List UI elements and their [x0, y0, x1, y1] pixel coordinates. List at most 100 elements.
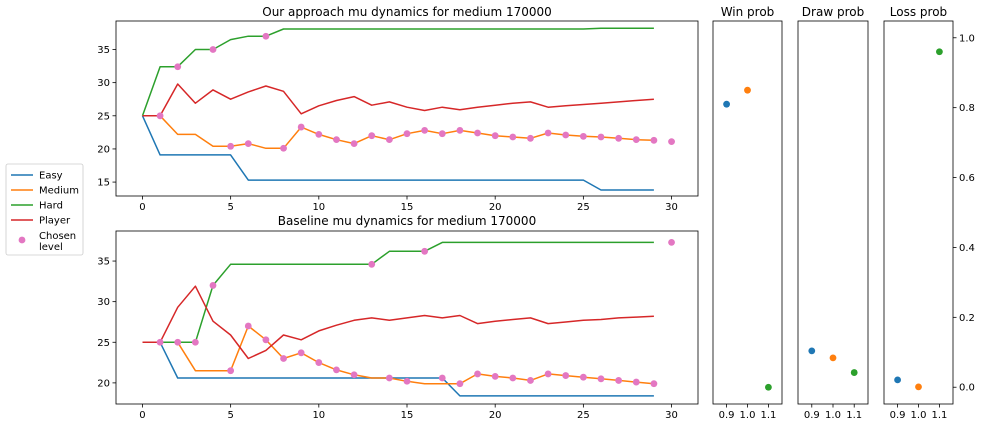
win-prob-chart: Win prob 0.9 1.0 1.1 [712, 5, 783, 421]
y-tick-label: 25 [97, 338, 110, 349]
player-series-line [142, 83, 654, 117]
x-tick-label: 20 [489, 202, 502, 213]
hard-prob-point [850, 369, 858, 376]
bottom-line-chart: Baseline mu dynamics for medium 170000 0… [97, 214, 699, 421]
chosen-level-point [421, 126, 429, 134]
chosen-level-point [562, 372, 570, 379]
chosen-level-point [615, 134, 623, 142]
top-line-chart: Our approach mu dynamics for medium 1700… [97, 5, 699, 213]
x-tick-label: 25 [577, 202, 590, 213]
y-tick-label: 0.4 [959, 243, 975, 254]
chosen-level-point [544, 370, 552, 378]
x-tick-label: 0.9 [804, 410, 820, 421]
chosen-level-point [632, 136, 640, 144]
chosen-level-point [315, 130, 323, 138]
hard-legend-label: Hard [39, 201, 63, 212]
chosen-level-point [438, 130, 446, 138]
chosen-level-point [385, 374, 393, 382]
chosen-level-point [579, 373, 587, 381]
y-tick-label: 20 [97, 144, 110, 155]
chosen-level-point [527, 134, 534, 142]
chosen-level-point [456, 380, 464, 388]
x-tick-label: 30 [665, 202, 678, 213]
x-tick-label: 1.0 [825, 410, 841, 421]
chosen-level-point [509, 374, 517, 382]
x-tick-label: 20 [489, 410, 502, 421]
x-tick-label: 10 [312, 410, 325, 421]
x-tick-label: 5 [227, 202, 233, 213]
y-tick-label: 0.6 [959, 173, 975, 184]
chosen-level-point [297, 123, 305, 131]
y-tick-label: 30 [97, 78, 110, 89]
easy-series-line [142, 341, 654, 397]
chosen-level-point [209, 46, 217, 53]
chosen-level-point [280, 144, 287, 152]
chosen-level-point [632, 378, 640, 386]
chosen-level-point [668, 138, 675, 146]
x-tick-label: 0 [139, 410, 145, 421]
chosen-level-point [174, 63, 182, 71]
chosen-level-point [156, 112, 164, 120]
y-tick-label: 35 [97, 257, 110, 268]
chosen-level-point [438, 374, 446, 382]
hard-prob-point [936, 48, 943, 56]
easy-prob-point [894, 376, 901, 384]
loss-prob-chart: Loss prob 0.9 1.0 1.1 0.0 0.2 0.4 0.6 0.8 1.0 [883, 5, 975, 421]
chosen-level-point [579, 132, 587, 140]
easy-series-line [141, 115, 654, 191]
chosen-level-point [333, 136, 340, 144]
easy-legend-label: Easy [39, 171, 63, 182]
chosen-level-point [262, 32, 270, 40]
plot-frame [712, 20, 783, 405]
medium-prob-point [744, 86, 751, 94]
loss-prob-title: Loss prob [890, 5, 947, 19]
chosen-level-point [527, 377, 534, 384]
chosen-level-point [244, 140, 252, 148]
plot-frame [883, 20, 954, 405]
chosen-level-point [491, 132, 499, 140]
legend: Easy Medium Hard Player Chosen level [5, 163, 84, 256]
chosen-level-point [174, 338, 182, 346]
y-tick-label: 35 [97, 45, 110, 56]
chosen-level-point [668, 238, 675, 246]
medium-series-line [142, 325, 654, 385]
chosen-level-point [562, 131, 570, 139]
chosen-level-point [544, 129, 552, 137]
y-tick-label: 1.0 [959, 33, 975, 44]
chosen-level-point [650, 380, 658, 388]
y-tick-label: 0.2 [959, 313, 975, 324]
chosen-level-point [350, 140, 358, 148]
chosen-level-legend-line: level [39, 242, 63, 253]
x-tick-label: 1.0 [911, 410, 927, 421]
chosen-level-point [227, 367, 235, 375]
chosen-level-point [615, 377, 623, 384]
chosen-level-point [597, 375, 605, 383]
chosen-level-point [368, 260, 376, 268]
chosen-level-point [280, 355, 287, 362]
x-tick-label: 1.1 [931, 410, 947, 421]
x-tick-label: 30 [665, 410, 678, 421]
y-tick-label: 0.0 [959, 383, 975, 394]
chosen-level-point [368, 132, 376, 140]
x-tick-label: 0 [139, 202, 145, 213]
chosen-level-point [333, 366, 340, 374]
chosen-level-point [262, 336, 270, 344]
player-legend-label: Player [39, 216, 71, 227]
plot-frame [115, 20, 699, 197]
y-tick-label: 30 [97, 297, 110, 308]
medium-prob-point [915, 383, 922, 391]
x-tick-label: 1.0 [740, 410, 756, 421]
win-prob-title: Win prob [721, 5, 775, 19]
chosen-level-point [209, 282, 217, 289]
x-tick-label: 0.9 [719, 410, 735, 421]
bottom-chart-title: Baseline mu dynamics for medium 170000 [278, 214, 536, 228]
player-series-line [142, 285, 654, 360]
chosen-level-point [474, 370, 481, 378]
easy-prob-point [808, 347, 816, 355]
x-tick-label: 15 [401, 410, 414, 421]
legend-frame [5, 163, 84, 256]
hard-series-line [141, 27, 654, 117]
y-tick-label: 15 [97, 178, 110, 189]
chosen-level-point [244, 322, 252, 330]
